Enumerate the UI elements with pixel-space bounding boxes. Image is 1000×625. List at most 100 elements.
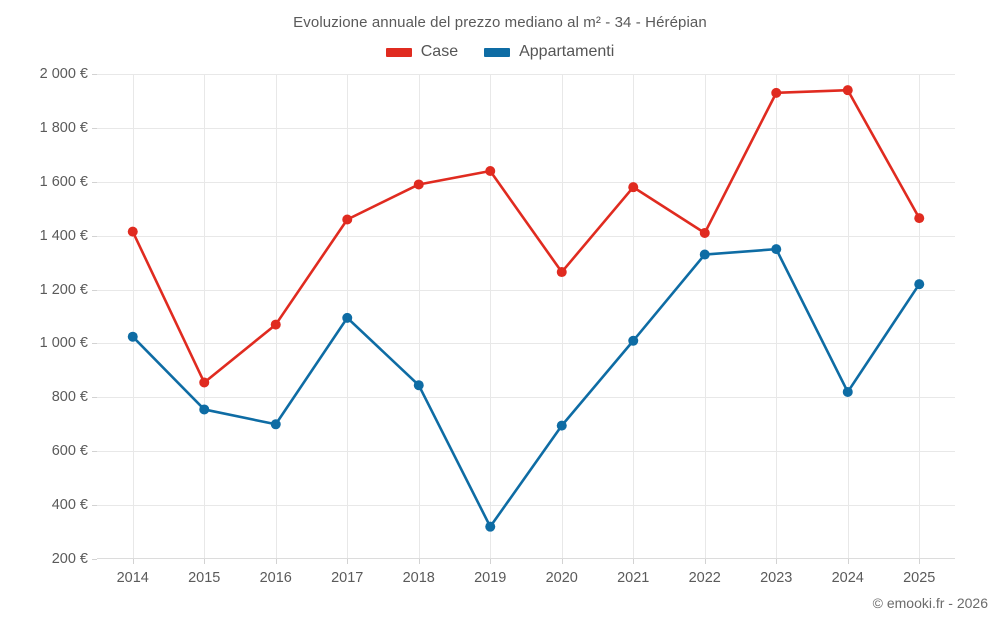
- gridline-horizontal: [97, 181, 955, 183]
- legend-swatch-case: [385, 47, 412, 57]
- y-axis-tick-label: 800 €: [51, 389, 88, 406]
- chart-title: Evoluzione annuale del prezzo mediano al…: [293, 14, 707, 31]
- data-point[interactable]: [699, 249, 710, 260]
- gridline-vertical: [418, 74, 420, 559]
- x-axis-tick-mark: [704, 559, 706, 564]
- data-point[interactable]: [413, 380, 424, 391]
- gridline-horizontal: [97, 235, 955, 237]
- legend-label-case: Case: [420, 43, 459, 60]
- copyright-credit: © emooki.fr - 2026: [872, 595, 988, 611]
- y-axis-tick-mark: [92, 74, 97, 75]
- data-point[interactable]: [699, 227, 710, 238]
- chart-legend: Case Appartamenti: [0, 43, 1000, 61]
- y-axis-tick-mark: [92, 235, 97, 237]
- y-axis-tick-label: 200 €: [51, 551, 88, 567]
- data-point[interactable]: [413, 179, 424, 190]
- x-axis-tick-label: 2018: [402, 570, 435, 586]
- series-line-case: [131, 88, 921, 384]
- legend-item-appartamenti[interactable]: Appartamenti: [484, 43, 614, 61]
- gridline-vertical: [633, 74, 635, 559]
- x-axis-tick-label: 2020: [545, 570, 578, 586]
- x-axis-tick-mark: [919, 559, 921, 564]
- y-axis-tick-mark: [92, 127, 97, 129]
- x-axis-tick-mark: [490, 559, 492, 564]
- data-point[interactable]: [485, 166, 496, 176]
- x-axis-tick-label: 2019: [474, 570, 507, 586]
- gridline-vertical: [847, 74, 849, 559]
- y-axis-tick-mark: [92, 397, 97, 399]
- x-axis-tick-mark: [204, 559, 206, 564]
- x-axis-tick-mark: [847, 559, 849, 564]
- data-point[interactable]: [842, 386, 853, 397]
- series-layer: [127, 85, 925, 532]
- x-axis-tick-label: 2024: [831, 570, 864, 586]
- data-point[interactable]: [270, 319, 281, 330]
- gridline-horizontal: [97, 451, 955, 453]
- data-point[interactable]: [342, 214, 353, 225]
- gridline-vertical: [919, 74, 921, 559]
- y-axis-tick-label: 1 000 €: [39, 335, 88, 352]
- plot-area: 200 € 400 € 600 € 800 € 1 000 € 1 200 € 1 400 …: [40, 66, 955, 586]
- legend-label-appartamenti: Appartamenti: [519, 43, 615, 60]
- legend-swatch-appartamenti: [484, 47, 511, 57]
- x-axis-tick-label: 2016: [259, 570, 292, 586]
- y-axis-tick-mark: [92, 505, 97, 507]
- y-axis-tick-label: 1 600 €: [39, 173, 88, 190]
- x-axis-tick-label: 2025: [903, 570, 936, 586]
- data-point[interactable]: [556, 267, 567, 278]
- x-axis-tick-label: 2023: [760, 570, 793, 586]
- data-point[interactable]: [556, 420, 567, 431]
- data-point[interactable]: [914, 213, 925, 224]
- gridline-vertical: [704, 74, 706, 559]
- data-point[interactable]: [842, 85, 853, 96]
- gridline-vertical: [275, 74, 277, 559]
- legend-item-case[interactable]: Case: [385, 43, 459, 61]
- data-point[interactable]: [628, 182, 639, 193]
- series-line-appartamenti: [131, 247, 921, 528]
- gridline-horizontal: [97, 127, 955, 129]
- x-axis-tick-mark: [776, 559, 778, 564]
- x-axis-tick-label: 2022: [688, 570, 721, 586]
- y-axis-tick-label: 600 €: [51, 443, 88, 460]
- x-axis-line: [97, 558, 955, 559]
- data-point[interactable]: [127, 226, 138, 237]
- data-point[interactable]: [270, 419, 281, 430]
- data-point[interactable]: [485, 521, 496, 532]
- x-axis-tick-mark: [275, 559, 277, 564]
- x-axis-tick-label: 2017: [331, 570, 364, 586]
- x-axis-tick-label: 2015: [188, 570, 221, 586]
- gridline-horizontal: [97, 397, 955, 399]
- y-axis-tick-label: 1 200 €: [39, 281, 88, 298]
- y-axis-tick-mark: [92, 181, 97, 183]
- x-axis-tick-mark: [561, 559, 563, 564]
- data-point[interactable]: [771, 244, 782, 255]
- y-axis-tick-label: 1 400 €: [39, 227, 88, 244]
- data-point[interactable]: [127, 331, 138, 342]
- y-axis-tick-label: 1 800 €: [39, 119, 88, 136]
- data-point[interactable]: [628, 335, 639, 346]
- x-axis-tick-mark: [132, 559, 134, 564]
- x-axis-tick-label: 2014: [116, 570, 149, 586]
- data-point[interactable]: [342, 312, 353, 323]
- gridline-vertical: [132, 74, 134, 559]
- y-axis-tick-label: 2 000 €: [39, 66, 88, 82]
- gridline-horizontal: [97, 74, 955, 75]
- gridline-horizontal: [97, 343, 955, 345]
- y-axis-tick-mark: [92, 289, 97, 291]
- data-point[interactable]: [914, 279, 925, 290]
- y-axis-tick-mark: [92, 343, 97, 345]
- x-axis-tick-mark: [418, 559, 420, 564]
- data-point[interactable]: [199, 377, 210, 388]
- gridline-vertical: [204, 74, 206, 559]
- gridline-vertical: [490, 74, 492, 559]
- data-point[interactable]: [199, 404, 210, 415]
- x-axis-tick-label: 2021: [617, 570, 650, 586]
- y-axis-tick-label: 400 €: [51, 497, 88, 514]
- x-axis-tick-mark: [633, 559, 635, 564]
- y-axis-tick-mark: [92, 559, 97, 560]
- gridline-vertical: [561, 74, 563, 559]
- data-point[interactable]: [771, 87, 782, 98]
- gridline-vertical: [776, 74, 778, 559]
- y-axis-tick-mark: [92, 451, 97, 453]
